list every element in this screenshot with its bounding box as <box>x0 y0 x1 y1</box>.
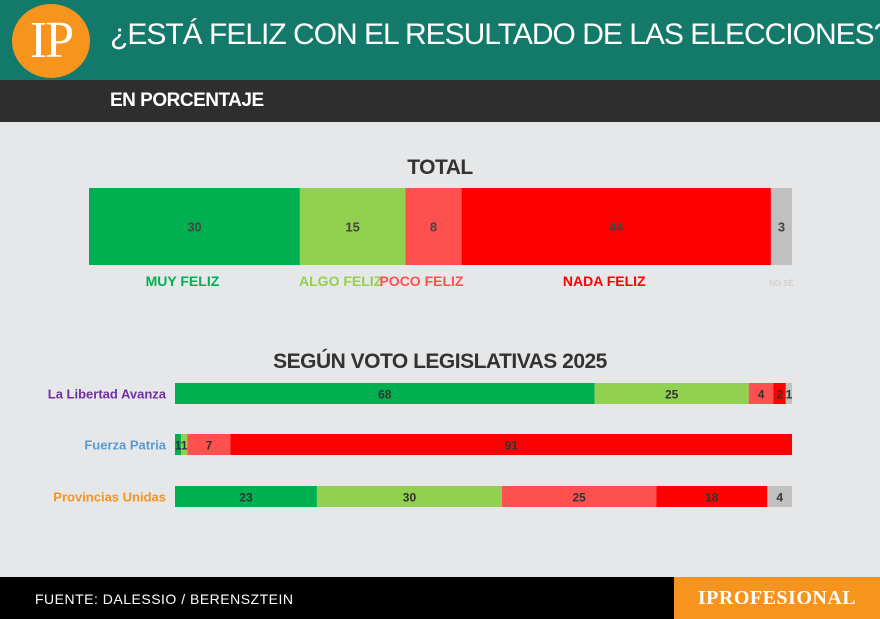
value-la-libertad-avanza-s2: 25 <box>665 388 679 402</box>
row-label-fuerza-patria: Fuerza Patria <box>84 438 166 453</box>
total-bar-poco-feliz <box>405 188 462 265</box>
value-la-libertad-avanza-s4: 2 <box>776 388 783 402</box>
bar-fuerza-patria-s4 <box>230 434 792 455</box>
value-la-libertad-avanza-s3: 4 <box>758 388 765 402</box>
subheader-bar: EN PORCENTAJE <box>0 80 880 122</box>
brand-label: IPROFESIONAL <box>674 577 880 619</box>
value-provincias-unidas-s2: 30 <box>403 491 417 505</box>
row-label-provincias-unidas: Provincias Unidas <box>53 490 166 505</box>
total-value-poco-feliz: 8 <box>430 220 437 235</box>
bar-la-libertad-avanza-s3 <box>748 383 774 404</box>
value-provincias-unidas-s1: 23 <box>239 491 253 505</box>
bar-provincias-unidas-s2 <box>316 486 503 507</box>
page-title: ¿ESTÁ FELIZ CON EL RESULTADO DE LAS ELEC… <box>110 18 880 51</box>
total-label-algo-feliz: ALGO FELIZ <box>299 273 383 289</box>
value-provincias-unidas-s4: 18 <box>705 491 719 505</box>
value-la-libertad-avanza-s1: 68 <box>378 388 392 402</box>
total-value-algo-feliz: 15 <box>345 220 359 235</box>
bar-la-libertad-avanza-s2 <box>594 383 749 404</box>
total-bar-muy-feliz <box>89 188 300 265</box>
total-chart-title: TOTAL <box>407 156 473 179</box>
total-value-muy-feliz: 30 <box>187 220 201 235</box>
total-label-muy-feliz: MUY FELIZ <box>146 273 220 289</box>
value-fuerza-patria-s2: 1 <box>181 439 188 453</box>
row-label-la-libertad-avanza: La Libertad Avanza <box>48 387 167 402</box>
total-label-poco-feliz: POCO FELIZ <box>379 273 463 289</box>
total-bar-no-se <box>770 188 792 265</box>
bar-provincias-unidas-s5 <box>767 486 792 507</box>
value-fuerza-patria-s1: 1 <box>175 439 182 453</box>
bar-la-libertad-avanza-s5 <box>785 383 792 404</box>
value-fuerza-patria-s4: 91 <box>505 439 519 453</box>
bar-fuerza-patria-s1 <box>175 434 182 455</box>
value-provincias-unidas-s5: 4 <box>776 491 783 505</box>
value-provincias-unidas-s3: 25 <box>572 491 586 505</box>
bar-fuerza-patria-s3 <box>187 434 231 455</box>
footer-bar: FUENTE: DALESSIO / BERENSZTEIN IPROFESIO… <box>0 577 880 619</box>
total-value-nada-feliz: 44 <box>609 220 624 235</box>
total-bar-nada-feliz <box>461 188 771 265</box>
value-fuerza-patria-s3: 7 <box>206 439 213 453</box>
page-subtitle: EN PORCENTAJE <box>110 90 264 111</box>
source-note: FUENTE: DALESSIO / BERENSZTEIN <box>35 591 294 607</box>
bar-la-libertad-avanza-s1 <box>175 383 595 404</box>
bar-provincias-unidas-s4 <box>656 486 768 507</box>
total-value-no-se: 3 <box>778 220 785 235</box>
bar-provincias-unidas-s3 <box>502 486 657 507</box>
iprofesional-logo: IP <box>12 4 90 78</box>
total-label-no-se: NO SÉ <box>769 279 795 288</box>
bar-la-libertad-avanza-s4 <box>773 383 786 404</box>
vote-chart-title: SEGÚN VOTO LEGISLATIVAS 2025 <box>273 350 607 373</box>
total-bar-algo-feliz <box>299 188 406 265</box>
bar-provincias-unidas-s1 <box>175 486 317 507</box>
total-label-nada-feliz: NADA FELIZ <box>563 273 646 289</box>
value-la-libertad-avanza-s5: 1 <box>786 388 793 402</box>
bar-fuerza-patria-s2 <box>181 434 188 455</box>
header-bar: IP ¿ESTÁ FELIZ CON EL RESULTADO DE LAS E… <box>0 0 880 80</box>
